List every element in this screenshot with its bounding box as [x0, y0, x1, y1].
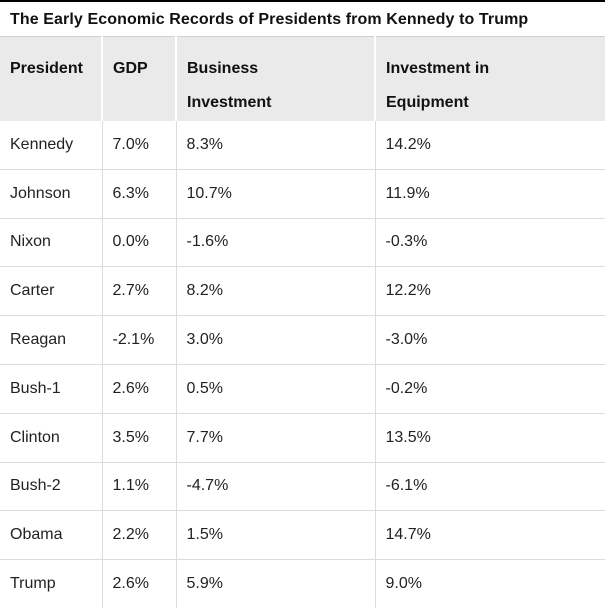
- cell-president: Nixon: [0, 218, 102, 268]
- table-row: Carter 2.7% 8.2% 12.2%: [0, 266, 605, 317]
- cell-business-investment: 5.9%: [175, 559, 375, 609]
- cell-gdp: 1.1%: [101, 462, 176, 512]
- column-header-business-investment: Business Investment: [175, 36, 375, 121]
- cell-president: Trump: [0, 559, 102, 609]
- cell-president: Kennedy: [0, 120, 102, 170]
- cell-investment-in-equipment: 9.0%: [374, 559, 605, 609]
- cell-business-investment: -1.6%: [175, 218, 375, 268]
- cell-president: Johnson: [0, 169, 102, 219]
- cell-president: Obama: [0, 510, 102, 561]
- cell-president: Bush-2: [0, 462, 102, 512]
- cell-investment-in-equipment: 11.9%: [374, 169, 605, 219]
- cell-investment-in-equipment: 14.2%: [374, 120, 605, 170]
- cell-gdp: 3.5%: [101, 413, 176, 463]
- cell-investment-in-equipment: -0.2%: [374, 364, 605, 414]
- cell-gdp: 7.0%: [101, 120, 176, 170]
- table-row: Kennedy 7.0% 8.3% 14.2%: [0, 120, 605, 170]
- table-row: Bush-2 1.1% -4.7% -6.1%: [0, 462, 605, 512]
- cell-business-investment: 0.5%: [175, 364, 375, 414]
- cell-gdp: 2.7%: [101, 266, 176, 317]
- table-row: Nixon 0.0% -1.6% -0.3%: [0, 218, 605, 268]
- table-row: Johnson 6.3% 10.7% 11.9%: [0, 169, 605, 219]
- cell-investment-in-equipment: -0.3%: [374, 218, 605, 268]
- table-row: Bush-1 2.6% 0.5% -0.2%: [0, 364, 605, 414]
- cell-business-investment: 10.7%: [175, 169, 375, 219]
- cell-business-investment: -4.7%: [175, 462, 375, 512]
- table-row: Trump 2.6% 5.9% 9.0%: [0, 559, 605, 609]
- presidents-economic-table: President GDP Business Investment Invest…: [0, 36, 605, 609]
- cell-investment-in-equipment: -6.1%: [374, 462, 605, 512]
- cell-gdp: 6.3%: [101, 169, 176, 219]
- cell-investment-in-equipment: 14.7%: [374, 510, 605, 561]
- cell-business-investment: 1.5%: [175, 510, 375, 561]
- header-row: President GDP Business Investment Invest…: [0, 36, 605, 121]
- column-header-gdp: GDP: [101, 36, 176, 121]
- table-row: Reagan -2.1% 3.0% -3.0%: [0, 315, 605, 365]
- cell-president: Clinton: [0, 413, 102, 463]
- cell-business-investment: 8.3%: [175, 120, 375, 170]
- cell-gdp: 2.2%: [101, 510, 176, 561]
- cell-gdp: 2.6%: [101, 559, 176, 609]
- table-title: The Early Economic Records of Presidents…: [10, 11, 529, 28]
- cell-gdp: -2.1%: [101, 315, 176, 365]
- column-header-president: President: [0, 36, 102, 121]
- cell-business-investment: 3.0%: [175, 315, 375, 365]
- table-body: Kennedy 7.0% 8.3% 14.2% Johnson 6.3% 10.7% 11.9…: [0, 120, 605, 609]
- cell-gdp: 2.6%: [101, 364, 176, 414]
- cell-business-investment: 8.2%: [175, 266, 375, 317]
- cell-investment-in-equipment: 13.5%: [374, 413, 605, 463]
- cell-business-investment: 7.7%: [175, 413, 375, 463]
- cell-gdp: 0.0%: [101, 218, 176, 268]
- cell-president: Reagan: [0, 315, 102, 365]
- cell-president: Bush-1: [0, 364, 102, 414]
- table-row: Obama 2.2% 1.5% 14.7%: [0, 510, 605, 561]
- column-header-investment-in-equipment: Investment in Equipment: [374, 36, 605, 121]
- table-row: Clinton 3.5% 7.7% 13.5%: [0, 413, 605, 463]
- cell-investment-in-equipment: -3.0%: [374, 315, 605, 365]
- cell-president: Carter: [0, 266, 102, 317]
- cell-investment-in-equipment: 12.2%: [374, 266, 605, 317]
